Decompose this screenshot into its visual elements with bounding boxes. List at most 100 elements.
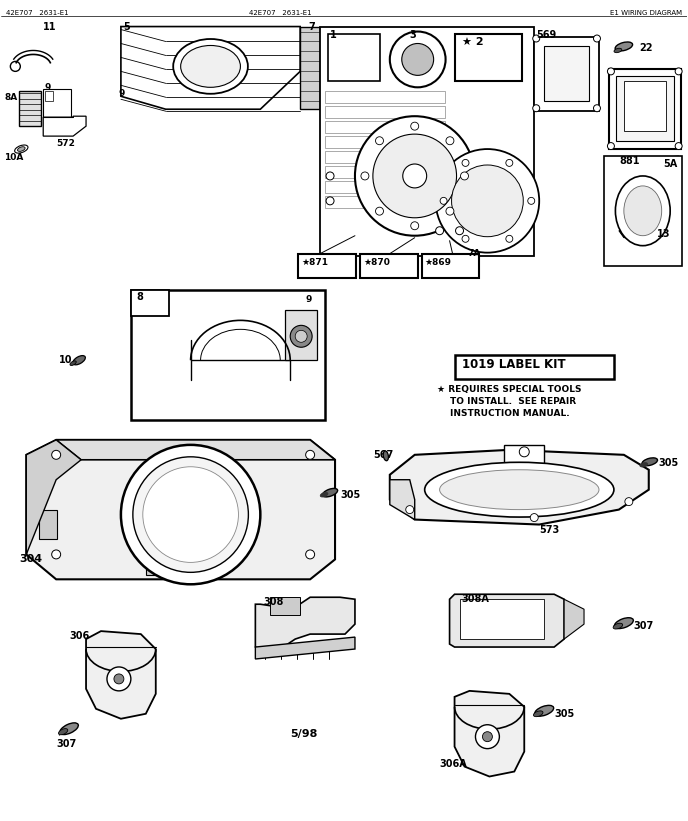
Bar (616, 76, 674, 141)
Ellipse shape (70, 361, 76, 365)
Bar (604, 156, 682, 265)
Bar (325, 122, 444, 133)
Text: 7A: 7A (468, 249, 481, 258)
Bar (131, 291, 325, 420)
Ellipse shape (424, 462, 614, 517)
Circle shape (462, 236, 469, 242)
Ellipse shape (613, 623, 623, 629)
Circle shape (143, 467, 239, 562)
Circle shape (402, 44, 433, 76)
Circle shape (436, 227, 444, 235)
Text: 308: 308 (264, 597, 283, 608)
Ellipse shape (181, 45, 240, 87)
Circle shape (10, 62, 21, 71)
Ellipse shape (73, 355, 85, 365)
Circle shape (451, 165, 524, 236)
Circle shape (475, 725, 499, 749)
Ellipse shape (615, 176, 670, 245)
Text: 7: 7 (308, 21, 315, 31)
Ellipse shape (614, 617, 634, 629)
Polygon shape (255, 597, 355, 649)
Circle shape (373, 134, 457, 218)
Circle shape (121, 445, 260, 585)
Ellipse shape (614, 48, 622, 53)
Circle shape (402, 164, 427, 188)
Bar (39, 510, 57, 539)
Circle shape (506, 159, 513, 167)
Ellipse shape (321, 493, 328, 497)
Ellipse shape (440, 470, 599, 510)
Text: ★ 2: ★ 2 (462, 36, 483, 47)
Bar (131, 291, 169, 316)
Text: 10: 10 (59, 355, 73, 365)
Ellipse shape (173, 39, 248, 94)
Circle shape (290, 325, 312, 347)
Text: 306A: 306A (440, 759, 467, 768)
Bar (298, 254, 356, 277)
Circle shape (440, 197, 447, 204)
Ellipse shape (14, 145, 28, 153)
Text: 3: 3 (410, 30, 416, 39)
Text: 9: 9 (44, 83, 51, 92)
Circle shape (530, 514, 538, 521)
Text: 305: 305 (554, 709, 574, 719)
Bar (325, 196, 444, 208)
Bar (146, 562, 206, 576)
Circle shape (528, 197, 535, 204)
Text: ★ REQUIRES SPECIAL TOOLS: ★ REQUIRES SPECIAL TOOLS (437, 385, 581, 394)
Text: 567: 567 (373, 450, 393, 460)
Bar (460, 599, 544, 639)
Polygon shape (564, 599, 584, 639)
Circle shape (460, 172, 469, 180)
Circle shape (305, 550, 314, 559)
Bar (455, 34, 522, 81)
Text: 8: 8 (137, 292, 144, 302)
Circle shape (462, 159, 469, 167)
Text: 1: 1 (330, 30, 337, 39)
Bar (328, 34, 380, 81)
Polygon shape (390, 479, 415, 520)
Circle shape (608, 143, 614, 149)
Bar (325, 91, 444, 103)
Text: 42E707   2631-E1: 42E707 2631-E1 (249, 10, 312, 16)
Circle shape (625, 498, 633, 506)
Circle shape (326, 197, 334, 204)
Text: ★871: ★871 (301, 258, 328, 267)
Polygon shape (26, 440, 335, 580)
Circle shape (675, 68, 682, 75)
Circle shape (533, 105, 539, 112)
Circle shape (519, 447, 529, 456)
Polygon shape (121, 26, 300, 109)
Text: ★870: ★870 (363, 258, 390, 267)
Text: 5/98: 5/98 (290, 729, 318, 739)
Circle shape (482, 732, 493, 741)
Circle shape (114, 674, 124, 684)
Bar (325, 166, 444, 178)
Bar (286, 310, 317, 360)
Bar (544, 47, 589, 101)
Bar (45, 91, 53, 101)
Bar (320, 26, 534, 255)
Bar (609, 70, 680, 149)
Bar (43, 89, 71, 117)
Circle shape (446, 137, 454, 144)
Circle shape (506, 236, 513, 242)
Bar (325, 136, 444, 148)
Text: TO INSTALL.  SEE REPAIR: TO INSTALL. SEE REPAIR (449, 397, 576, 406)
Bar (455, 355, 614, 379)
Polygon shape (390, 450, 649, 525)
Text: 881: 881 (619, 156, 639, 166)
Text: 307: 307 (634, 621, 654, 631)
Ellipse shape (383, 451, 389, 461)
Polygon shape (449, 594, 564, 647)
Circle shape (52, 550, 61, 559)
Circle shape (326, 172, 334, 180)
Text: 307: 307 (56, 739, 76, 749)
Text: 5A: 5A (664, 159, 678, 169)
Circle shape (533, 35, 539, 42)
Bar (325, 106, 444, 118)
Circle shape (646, 225, 656, 235)
Polygon shape (56, 440, 335, 460)
Bar (325, 181, 444, 193)
Circle shape (455, 227, 464, 235)
